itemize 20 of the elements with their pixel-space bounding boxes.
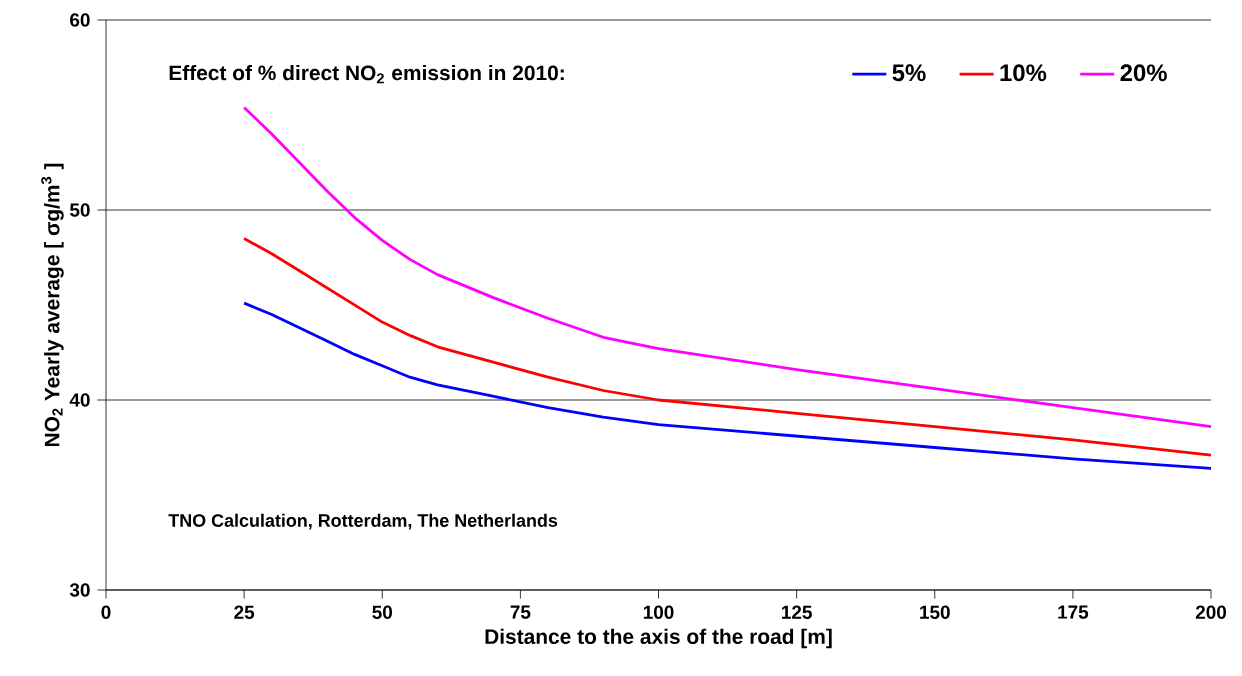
x-tick-label: 0	[101, 605, 111, 619]
y-axis-title: NO$_{2}$ Yearly average [ σg/m$^{3}$ ]	[41, 163, 64, 447]
y-tick-label: 50	[69, 203, 90, 217]
x-tick-label: 150	[920, 605, 950, 619]
x-tick-label: 175	[1058, 605, 1089, 619]
legend-label: 5%	[892, 64, 926, 82]
x-tick-label: 75	[510, 605, 531, 619]
legend-label: 20%	[1120, 64, 1167, 82]
x-tick-label: 25	[234, 605, 255, 619]
x-axis-title: Distance to the axis of the road [m]	[485, 628, 832, 649]
legend-title: Effect of % direct NO$_{2}$ emission in 2010:	[169, 64, 564, 84]
y-tick-label: 40	[69, 393, 90, 407]
x-tick-label: 125	[782, 605, 812, 619]
x-tick-label: 50	[372, 605, 392, 619]
legend-label: 10%	[1000, 64, 1047, 82]
y-tick-label: 30	[69, 583, 90, 597]
x-tick-label: 100	[643, 605, 674, 619]
x-tick-label: 200	[1195, 605, 1227, 619]
y-tick-label: 60	[70, 13, 90, 27]
annotation: TNO Calculation, Rotterdam, The Netherlands	[168, 513, 558, 530]
